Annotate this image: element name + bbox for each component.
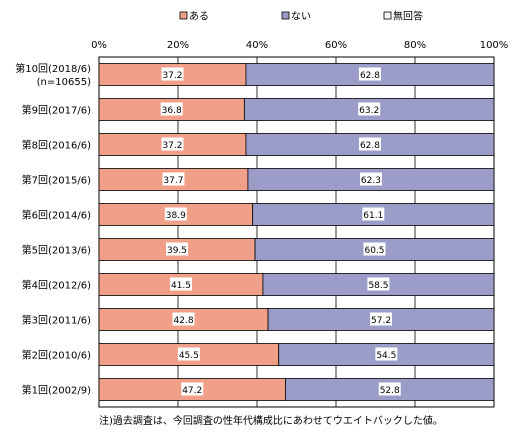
data-label-bg [160, 102, 183, 116]
chart-footnote: 注)過去調査は、今回調査の性年代構成比にあわせてウエイトバックした値。 [99, 416, 443, 427]
data-label: 42.8 [174, 316, 194, 326]
data-label-bg [161, 67, 184, 81]
category-label: 第6回(2014/6) [22, 209, 91, 222]
category-label: 第10回(2018/6) [15, 62, 91, 75]
data-label: 57.2 [371, 316, 391, 326]
data-label: 38.9 [166, 211, 186, 221]
data-label: 62.8 [360, 141, 380, 151]
category-label: 第3回(2011/6) [22, 314, 91, 327]
data-label: 37.7 [163, 176, 183, 186]
data-label: 37.2 [162, 141, 182, 151]
data-label-bg [367, 277, 390, 291]
data-label: 47.2 [182, 386, 202, 396]
data-label-bg [363, 242, 386, 256]
data-label: 41.5 [171, 281, 191, 291]
category-label: 第8回(2016/6) [22, 139, 91, 152]
data-label-bg [358, 102, 381, 116]
data-label-bg [358, 137, 381, 151]
category-label: (n=10655) [37, 77, 91, 88]
x-tick-label: 60% [325, 40, 347, 51]
data-label-bg [164, 207, 187, 221]
data-label: 62.8 [360, 71, 380, 81]
data-label-bg [362, 207, 385, 221]
x-tick-label: 0% [91, 40, 107, 51]
data-label: 63.2 [359, 106, 379, 116]
plot-frame [98, 56, 495, 408]
data-label-bg [161, 137, 184, 151]
data-label-bg [177, 347, 200, 361]
data-label: 36.8 [162, 106, 182, 116]
legend-swatch [179, 11, 188, 20]
x-tick-label: 80% [404, 40, 426, 51]
data-label: 60.5 [364, 246, 384, 256]
category-label: 第9回(2017/6) [22, 104, 91, 117]
legend-label: ない [291, 11, 311, 23]
data-label: 54.5 [376, 351, 396, 361]
data-label-bg [375, 347, 398, 361]
x-tick-label: 40% [246, 40, 268, 51]
legend-swatch [281, 11, 290, 20]
category-label: 第1回(2002/9) [22, 384, 91, 397]
data-label-bg [169, 277, 192, 291]
data-label: 37.2 [162, 71, 182, 81]
data-label-bg [166, 242, 189, 256]
x-tick-label: 100% [480, 40, 509, 51]
legend-label: 無回答 [393, 10, 423, 23]
data-label: 52.8 [380, 386, 400, 396]
category-label: 第5回(2013/6) [22, 244, 91, 257]
category-label: 第4回(2012/6) [22, 279, 91, 292]
data-label-bg [378, 382, 401, 396]
data-label-bg [358, 67, 381, 81]
data-label: 62.3 [361, 176, 381, 186]
data-label: 61.1 [363, 211, 383, 221]
x-tick-label: 20% [167, 40, 189, 51]
data-label: 39.5 [167, 246, 187, 256]
data-label-bg [172, 312, 195, 326]
data-label-bg [359, 172, 382, 186]
data-label: 58.5 [368, 281, 388, 291]
data-label-bg [181, 382, 204, 396]
data-label-bg [162, 172, 185, 186]
category-label: 第7回(2015/6) [22, 174, 91, 187]
legend-swatch [383, 11, 392, 20]
category-label: 第2回(2010/6) [22, 349, 91, 362]
data-label: 45.5 [179, 351, 199, 361]
data-label-bg [370, 312, 393, 326]
legend-label: ある [189, 11, 209, 23]
